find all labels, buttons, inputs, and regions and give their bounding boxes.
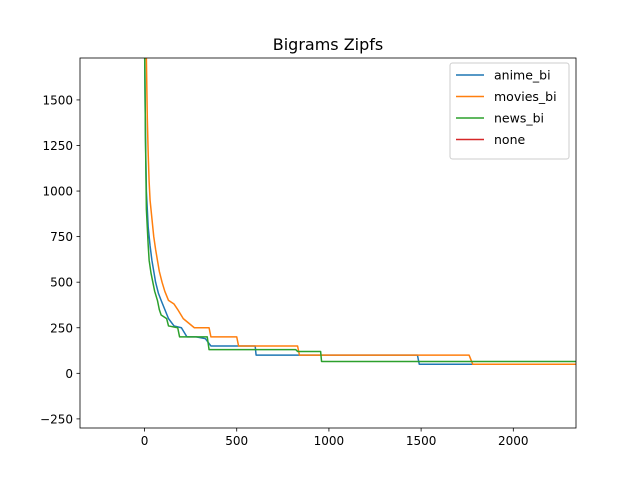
plot-frame xyxy=(79,57,577,429)
series-layer xyxy=(143,58,576,365)
legend-label-movies_bi: movies_bi xyxy=(494,89,557,104)
legend-label-anime_bi: anime_bi xyxy=(494,68,551,83)
x-axis: 0 500 1000 1500 2000 xyxy=(141,428,529,448)
y-tick-label: 1250 xyxy=(42,139,73,153)
series-line-anime_bi xyxy=(143,58,473,365)
x-tick-label: 1500 xyxy=(406,434,437,448)
series-line-movies_bi xyxy=(144,58,576,365)
series-line-news_bi xyxy=(143,58,576,363)
y-tick-label: −250 xyxy=(40,412,73,426)
y-tick-label: 0 xyxy=(65,367,73,381)
legend-box xyxy=(449,62,570,160)
y-tick-label: 1000 xyxy=(42,185,73,199)
y-tick-label: 500 xyxy=(50,276,73,290)
y-tick-label: 750 xyxy=(50,230,73,244)
legend-label-news_bi: news_bi xyxy=(494,111,544,126)
y-axis: −250 0 250 500 750 1000 1250 1500 xyxy=(40,93,80,426)
x-tick-label: 1000 xyxy=(314,434,345,448)
x-tick-label: 500 xyxy=(225,434,248,448)
y-tick-label: 1500 xyxy=(42,93,73,107)
legend-label-none: none xyxy=(494,132,525,147)
x-tick-label: 2000 xyxy=(498,434,529,448)
x-tick-label: 0 xyxy=(141,434,149,448)
y-tick-label: 250 xyxy=(50,321,73,335)
chart-title: Bigrams Zipfs xyxy=(273,35,384,54)
